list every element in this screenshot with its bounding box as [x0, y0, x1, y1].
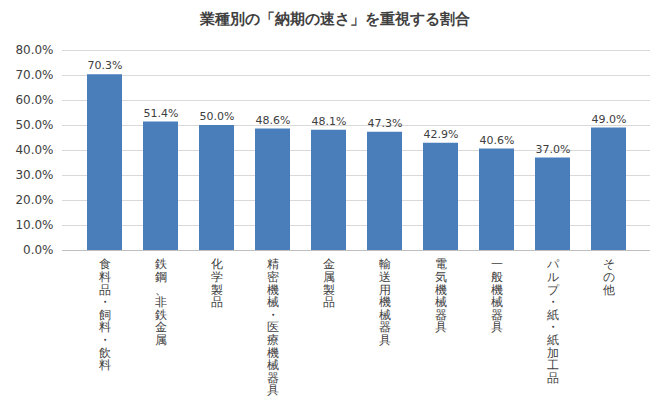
svg-text:37.0%: 37.0% [536, 143, 571, 156]
svg-text:電気機械器具: 電気機械器具 [435, 257, 447, 334]
html-text:業種別の「納期の速さ」を重視する割合: 業種別の「納期の速さ」を重視する割合 [200, 10, 470, 28]
svg-text:金属製品: 金属製品 [323, 257, 335, 309]
svg-text:40.0%: 40.0% [15, 143, 53, 157]
svg-text:30.0%: 30.0% [15, 168, 53, 182]
svg-text:20.0%: 20.0% [15, 193, 53, 207]
svg-text:精密機械・医療機械器具: 精密機械・医療機械器具 [267, 257, 279, 397]
svg-text:パルプ・紙・紙加工品: パルプ・紙・紙加工品 [546, 257, 560, 384]
svg-text:50.0%: 50.0% [15, 118, 53, 132]
svg-text:食料品・飼料・飲料: 食料品・飼料・飲料 [99, 257, 111, 372]
svg-text:50.0%: 50.0% [200, 110, 235, 123]
svg-text:47.3%: 47.3% [368, 117, 403, 130]
svg-text:輸送用機械器具: 輸送用機械器具 [379, 257, 391, 347]
svg-text:その他: その他 [603, 257, 615, 296]
svg-text:70.3%: 70.3% [88, 59, 123, 72]
svg-text:80.0%: 80.0% [15, 43, 53, 57]
svg-text:70.0%: 70.0% [15, 68, 53, 82]
svg-text:60.0%: 60.0% [15, 93, 53, 107]
svg-text:48.6%: 48.6% [256, 114, 291, 127]
svg-text:42.9%: 42.9% [424, 128, 459, 141]
svg-text:49.0%: 49.0% [592, 113, 627, 126]
svg-text:40.6%: 40.6% [480, 134, 515, 147]
svg-text:化学製品: 化学製品 [211, 257, 223, 309]
svg-text:一般機械器具: 一般機械器具 [491, 257, 503, 334]
svg-text:51.4%: 51.4% [144, 107, 179, 120]
svg-text:48.1%: 48.1% [312, 115, 347, 128]
svg-text:10.0%: 10.0% [15, 218, 53, 232]
svg-text:0.0%: 0.0% [23, 243, 54, 257]
svg-text:鉄鋼、非鉄金属: 鉄鋼、非鉄金属 [155, 257, 167, 347]
